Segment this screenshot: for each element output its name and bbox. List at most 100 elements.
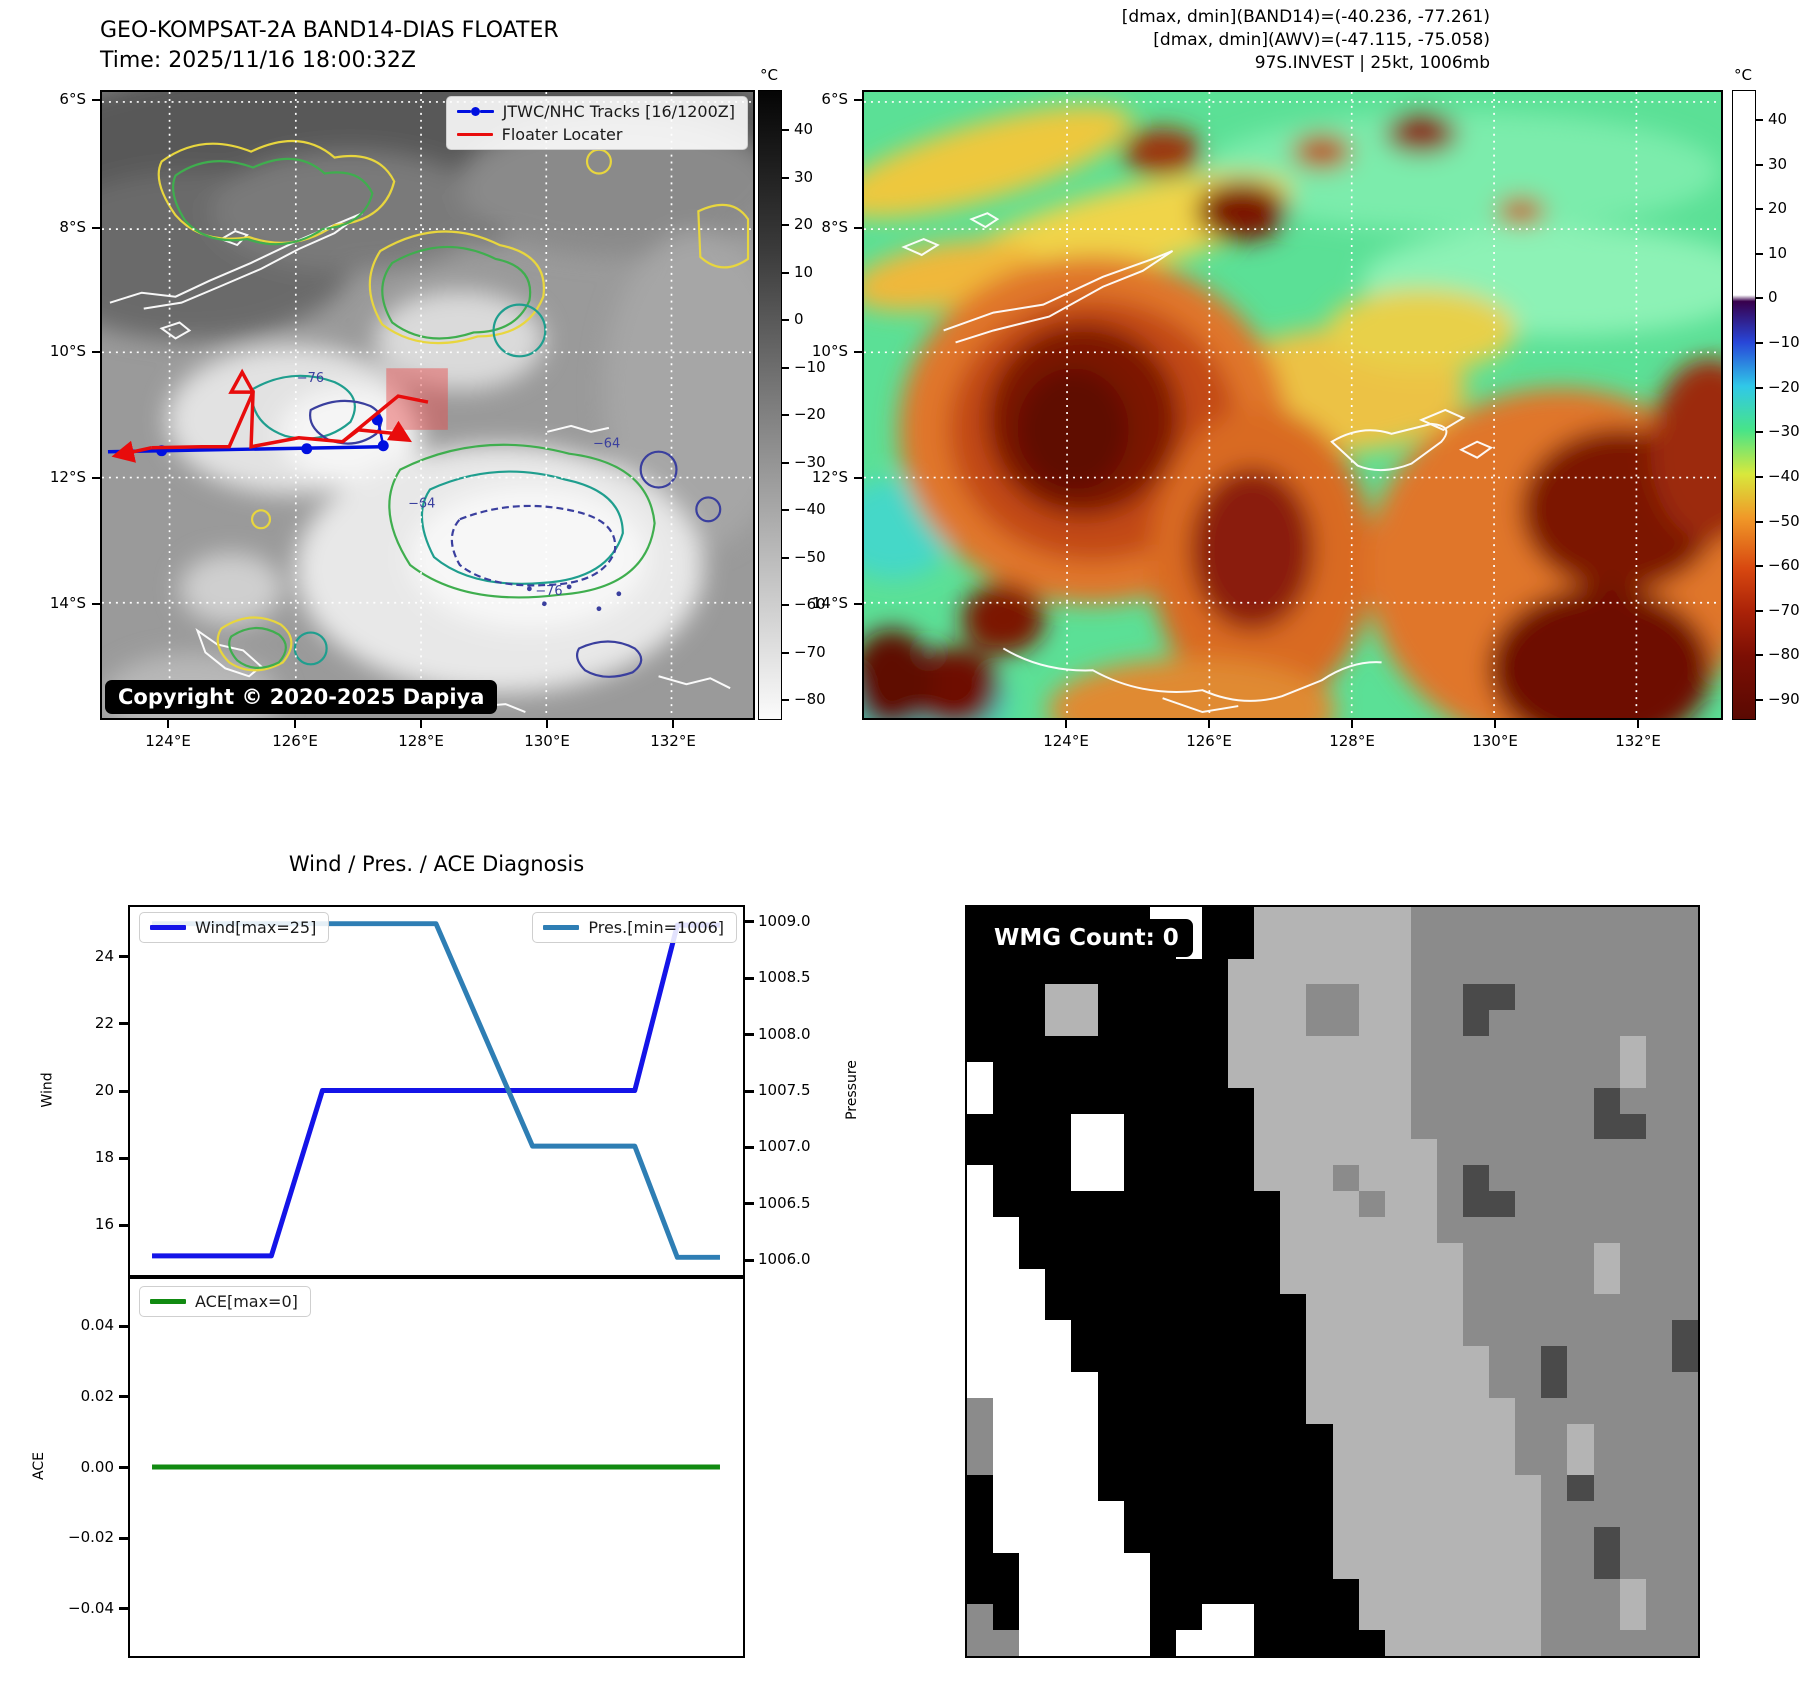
wmg-cell: [1019, 1346, 1046, 1372]
y-tick-label: 24: [94, 946, 114, 965]
wmg-cell: [1645, 1604, 1672, 1631]
wmg-cell: [1463, 958, 1490, 985]
wmg-cell: [1645, 1501, 1672, 1527]
wmg-cell: [1593, 1604, 1620, 1631]
wmg-cell: [1567, 1475, 1594, 1502]
wmg-cell: [1515, 1216, 1542, 1243]
wmg-cell: [1228, 932, 1255, 959]
wmg-cell: [1123, 1371, 1150, 1398]
wmg-cell: [967, 1320, 994, 1347]
wmg-cell: [1671, 1036, 1698, 1062]
wmg-cell: [1201, 1165, 1229, 1192]
wmg-cell: [1228, 1630, 1255, 1656]
wmg-cell: [1541, 1346, 1568, 1372]
wmg-cell: [1071, 1630, 1098, 1656]
wmg-cell: [1463, 1501, 1490, 1527]
colorbar-tick-label: 20: [1768, 199, 1788, 218]
wmg-cell: [1671, 984, 1698, 1011]
colorbar-tick-mark: [1756, 520, 1763, 523]
wmg-cell: [1619, 1268, 1646, 1295]
wmg-cell: [1436, 1165, 1464, 1192]
wmg-cell: [1175, 1268, 1202, 1295]
colorbar-tick-label: −30: [794, 452, 826, 471]
wmg-cell: [1593, 932, 1620, 959]
wmg-cell: [1175, 1604, 1202, 1631]
wmg-cell: [1567, 1165, 1594, 1192]
wmg-cell: [1201, 984, 1229, 1011]
wmg-cell: [1671, 907, 1698, 933]
wmg-cell: [1671, 958, 1698, 985]
wmg-panel: WMG Count: 0: [965, 905, 1700, 1658]
wmg-cell: [1436, 1449, 1464, 1476]
wmg-cell: [1515, 958, 1542, 985]
wmg-cell: [1280, 958, 1307, 985]
wmg-cell: [1541, 1320, 1568, 1347]
wmg-cell: [1358, 1191, 1385, 1217]
band14-map-art: −76 −64 −64 −76: [102, 92, 753, 718]
wmg-cell: [1358, 1165, 1385, 1192]
wmg-cell: [1384, 1320, 1411, 1347]
wmg-cell: [1358, 907, 1385, 933]
wmg-count-badge: WMG Count: 0: [980, 919, 1193, 957]
floater-label: Floater Locater: [501, 125, 623, 144]
wmg-cell: [1228, 1036, 1255, 1062]
wmg-cell: [1671, 1604, 1698, 1631]
wmg-cell: [1228, 958, 1255, 985]
wmg-cell: [1306, 1475, 1333, 1502]
wmg-cell: [1645, 1630, 1672, 1656]
wmg-cell: [1358, 1139, 1385, 1166]
wmg-cell: [1436, 1294, 1464, 1321]
wmg-cell: [1384, 958, 1411, 985]
wmg-cell: [993, 1604, 1020, 1631]
wmg-cell: [1619, 1036, 1646, 1062]
wmg-cell: [1071, 1216, 1098, 1243]
wmg-cell: [1175, 1423, 1202, 1450]
wmg-cell: [1489, 1113, 1516, 1140]
wmg-cell: [1097, 1165, 1124, 1192]
wmg-cell: [1645, 984, 1672, 1011]
wmg-cell: [1123, 958, 1150, 985]
wmg-cell: [1541, 1216, 1568, 1243]
wmg-cell: [1280, 1268, 1307, 1295]
y-tick-mark: [119, 1089, 128, 1093]
wmg-cell: [1384, 1216, 1411, 1243]
wmg-cell: [1097, 1501, 1124, 1527]
wmg-cell: [1306, 1061, 1333, 1088]
wmg-cell: [1384, 1346, 1411, 1372]
wmg-cell: [993, 1165, 1020, 1192]
wmg-cell: [1619, 1061, 1646, 1088]
wmg-cell: [1593, 1139, 1620, 1166]
wmg-cell: [1071, 1061, 1098, 1088]
wmg-cell: [1489, 1036, 1516, 1062]
wmg-cell: [1541, 1423, 1568, 1450]
wmg-cell: [1645, 1061, 1672, 1088]
wmg-cell: [1123, 984, 1150, 1011]
wmg-cell: [1358, 1294, 1385, 1321]
wmg-cell: [1306, 1449, 1333, 1476]
wmg-cell: [1515, 1242, 1542, 1269]
ace-axis-label: ACE: [30, 1452, 47, 1480]
wmg-cell: [1593, 1423, 1620, 1450]
lat-tick-label: 6°S: [59, 90, 86, 108]
wmg-cell: [1201, 1526, 1229, 1553]
wmg-cell: [1254, 1320, 1281, 1347]
wmg-cell: [1175, 1449, 1202, 1476]
wmg-cell: [993, 1552, 1020, 1579]
wmg-cell: [1071, 1268, 1098, 1295]
wmg-cell: [1201, 907, 1229, 933]
wmg-cell: [1410, 1371, 1437, 1398]
wmg-cell: [1280, 1139, 1307, 1166]
wmg-cell: [1175, 1242, 1202, 1269]
wmg-cell: [1045, 1346, 1072, 1372]
wmg-cell: [993, 1216, 1020, 1243]
wmg-cell: [1097, 1242, 1124, 1269]
wmg-cell: [1254, 1087, 1281, 1114]
wmg-cell: [1645, 1320, 1672, 1347]
wmg-cell: [1515, 1320, 1542, 1347]
wmg-cell: [1045, 1552, 1072, 1579]
wmg-cell: [1384, 1630, 1411, 1656]
wmg-cell: [1645, 1371, 1672, 1398]
wmg-cell: [1645, 1036, 1672, 1062]
wmg-cell: [1071, 1320, 1098, 1347]
wmg-cell: [1436, 1423, 1464, 1450]
